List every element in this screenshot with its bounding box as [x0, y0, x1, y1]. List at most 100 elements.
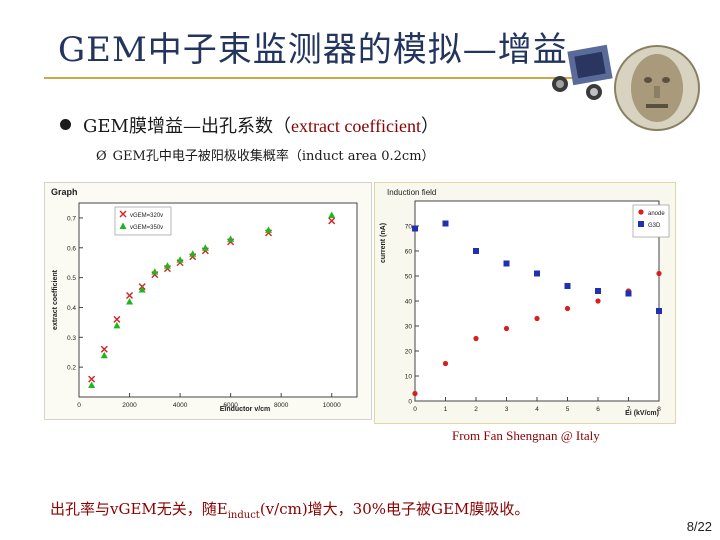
y-tick-label: 0.4 [67, 305, 76, 312]
data-point [88, 375, 96, 383]
x-tick-label: 8 [657, 406, 661, 413]
x-tick-label: 10000 [323, 402, 341, 409]
data-point [328, 217, 336, 225]
plot-area [414, 200, 660, 402]
y-tick-label: 0.7 [67, 215, 76, 222]
bullet-extract-coefficient: GEM膜增益—出孔系数（extract coefficient） [60, 112, 439, 138]
x-tick-label: 0 [77, 402, 81, 409]
x-tick-label: 8000 [274, 402, 289, 409]
conclusion-sub: induct [227, 510, 260, 521]
legend-marker [119, 210, 127, 218]
plot-area [78, 202, 358, 398]
x-tick-label: 0 [413, 406, 417, 413]
x-tick-label: 4 [535, 406, 539, 413]
data-point [113, 315, 121, 323]
legend-label: anode [648, 211, 665, 217]
y-tick-label: 0.3 [67, 335, 76, 342]
arrow-bullet-icon: Ø [96, 149, 107, 164]
y-tick-label: 70 [405, 224, 413, 231]
bullet1-close: ） [421, 116, 440, 137]
title-divider [44, 77, 610, 79]
bullet1-cn: GEM膜增益—出孔系数（ [83, 116, 291, 137]
legend-label: G3D [648, 223, 661, 229]
slide-title: GEM中子束监测器的模拟—增益 [58, 30, 568, 70]
data-point [564, 283, 571, 289]
y-tick-label: 20 [405, 349, 413, 356]
legend-marker [638, 221, 644, 227]
legend-marker [638, 209, 644, 215]
data-point [189, 250, 197, 257]
chart-title: Induction field [387, 188, 436, 197]
conclusion-text: 出孔率与vGEM无关，随Einduct(v/cm)增大，30%电子被GEM膜吸收… [50, 498, 529, 521]
x-tick-label: 3 [505, 406, 509, 413]
data-point [503, 260, 510, 267]
y-tick-label: 0.2 [67, 365, 76, 372]
data-point [126, 297, 134, 305]
data-point [88, 381, 96, 389]
legend-marker [119, 222, 127, 229]
page-number: 8/22 [686, 519, 712, 534]
source-caption: From Fan Shengnan @ Italy [452, 428, 600, 443]
chart-extract-coefficient-svg: Graph 0 2000 4000 6000 8000 10000 0.2 0.3 0.4 0.5 0… [51, 187, 358, 413]
data-point [656, 270, 662, 277]
x-tick-label: 5 [566, 406, 570, 413]
data-point [656, 308, 662, 314]
bullet1-en: extract coefficient [290, 116, 422, 136]
chart-induction-field-svg: Induction field 0 1 2 3 4 5 6 7 8 0 10 20 30 40 50 60 70 E… [380, 188, 670, 417]
y-tick-label: 50 [405, 274, 413, 281]
data-point [100, 351, 108, 359]
data-point [473, 335, 479, 342]
y-tick-label: 0.5 [67, 275, 76, 282]
y-tick-label: 10 [405, 374, 413, 381]
data-point [503, 325, 510, 332]
data-point [412, 390, 418, 397]
data-point [151, 268, 159, 275]
y-axis-label: extract coefficient [52, 269, 59, 330]
chart-extract-coefficient: Graph 0 2000 4000 6000 8000 10000 0.2 0.3 0.4 0.5 0… [44, 182, 372, 420]
data-point [595, 298, 601, 304]
data-point [595, 288, 601, 294]
data-point [473, 248, 479, 254]
data-point [138, 286, 146, 293]
data-point [265, 226, 273, 233]
data-point [100, 345, 108, 353]
data-point [534, 270, 540, 277]
x-axis-label: Einductor v/cm [220, 406, 271, 413]
sub-bullet-collection-probability: Ø GEM孔中电子被阳极收集概率（induct area 0.2cm） [96, 145, 435, 164]
x-tick-label: 7 [627, 406, 631, 413]
x-tick-label: 4000 [173, 402, 188, 409]
legend-box [114, 206, 172, 236]
data-point [163, 262, 171, 269]
y-axis-label: current (nA) [380, 223, 387, 263]
y-tick-label: 0 [408, 399, 412, 406]
data-point [442, 360, 449, 367]
header-decoration [552, 44, 700, 131]
data-point [113, 321, 121, 329]
y-tick-label: 60 [405, 249, 413, 256]
data-point [625, 290, 632, 297]
bullet2-text: GEM孔中电子被阳极收集概率（induct area 0.2cm） [112, 149, 435, 164]
x-tick-label: 2 [474, 406, 478, 413]
conclusion-post: (v/cm)增大，30%电子被GEM膜吸收。 [259, 500, 530, 518]
data-point [176, 256, 184, 263]
x-tick-label: 6000 [223, 402, 238, 409]
x-tick-label: 1 [444, 406, 448, 413]
y-tick-label: 0.6 [67, 245, 76, 252]
legend-label: vGEM=350v [130, 225, 163, 231]
data-point [126, 292, 134, 300]
x-axis-label: Ei (kV/cm) [625, 410, 659, 417]
data-point [227, 235, 235, 242]
x-tick-label: 6 [596, 406, 600, 413]
collage-icon [552, 44, 613, 100]
data-point [412, 225, 418, 232]
x-tick-label: 2000 [122, 402, 137, 409]
data-point [564, 305, 571, 312]
chart-induction-field: Induction field 0 1 2 3 4 5 6 7 8 0 10 20 30 40 50 60 70 E… [374, 182, 676, 424]
statue-logo-icon [614, 45, 700, 131]
bullet-dot-icon [60, 119, 71, 130]
y-tick-label: 40 [405, 299, 413, 306]
data-point [328, 211, 336, 218]
data-point [534, 315, 540, 322]
data-point [201, 244, 209, 251]
y-tick-label: 30 [405, 324, 413, 331]
